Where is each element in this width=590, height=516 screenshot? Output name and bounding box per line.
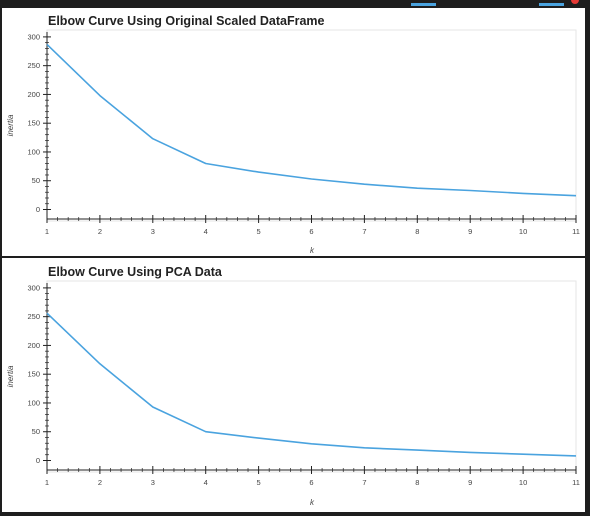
y-tick-label: 0 — [36, 456, 40, 465]
x-axis-label: k — [310, 246, 315, 255]
axes: 0 50 100 150 200 250 300 1 2 3 4 5 6 7 8 9 10 11 — [27, 32, 580, 236]
y-tick-label: 300 — [27, 283, 40, 292]
series-line — [46, 43, 577, 197]
x-tick-label: 2 — [98, 227, 102, 236]
x-tick-label: 7 — [362, 478, 366, 487]
x-tick-label: 1 — [45, 227, 49, 236]
x-tick-label: 6 — [309, 227, 313, 236]
y-tick-label: 100 — [27, 147, 40, 156]
x-tick-label: 11 — [572, 478, 580, 487]
x-tick-label: 9 — [468, 227, 472, 236]
y-axis-label: inertia — [6, 365, 15, 387]
y-tick-label: 250 — [27, 312, 40, 321]
top-accent-right — [539, 3, 564, 6]
axes: 0 50 100 150 200 250 300 1 2 3 4 5 6 7 8 9 10 11 — [27, 283, 580, 487]
chart-panel-background — [2, 8, 585, 256]
y-tick-label: 150 — [27, 370, 40, 379]
x-tick-label: 4 — [204, 478, 208, 487]
y-tick-label: 50 — [32, 176, 40, 185]
y-axis-label: inertia — [6, 114, 15, 136]
x-tick-label: 6 — [309, 478, 313, 487]
chart-title: Elbow Curve Using PCA Data — [48, 265, 223, 279]
y-tick-label: 150 — [27, 119, 40, 128]
series-line — [46, 312, 577, 457]
y-tick-label: 250 — [27, 61, 40, 70]
x-tick-label: 8 — [415, 478, 419, 487]
x-tick-label: 8 — [415, 227, 419, 236]
top-accent-left — [411, 3, 436, 6]
x-tick-label: 2 — [98, 478, 102, 487]
y-tick-label: 100 — [27, 398, 40, 407]
chart-panel-background — [2, 258, 585, 512]
x-axis-label: k — [310, 498, 315, 507]
x-tick-label: 9 — [468, 478, 472, 487]
x-tick-label: 11 — [572, 227, 580, 236]
y-tick-label: 0 — [36, 205, 40, 214]
x-tick-label: 10 — [519, 478, 527, 487]
y-tick-label: 200 — [27, 90, 40, 99]
chart-panel-original: Elbow Curve Using Original Scaled DataFr… — [2, 8, 585, 256]
x-tick-label: 3 — [151, 227, 155, 236]
notification-dot — [571, 0, 579, 4]
x-tick-label: 5 — [257, 478, 261, 487]
y-tick-label: 50 — [32, 427, 40, 436]
x-tick-label: 7 — [362, 227, 366, 236]
x-tick-label: 1 — [45, 478, 49, 487]
x-tick-label: 5 — [257, 227, 261, 236]
y-tick-label: 200 — [27, 341, 40, 350]
x-tick-label: 3 — [151, 478, 155, 487]
chart-panel-pca: Elbow Curve Using PCA Data k inertia 0 50… — [2, 258, 585, 512]
x-tick-label: 10 — [519, 227, 527, 236]
y-tick-label: 300 — [27, 32, 40, 41]
x-tick-label: 4 — [204, 227, 208, 236]
chart-title: Elbow Curve Using Original Scaled DataFr… — [48, 14, 325, 28]
